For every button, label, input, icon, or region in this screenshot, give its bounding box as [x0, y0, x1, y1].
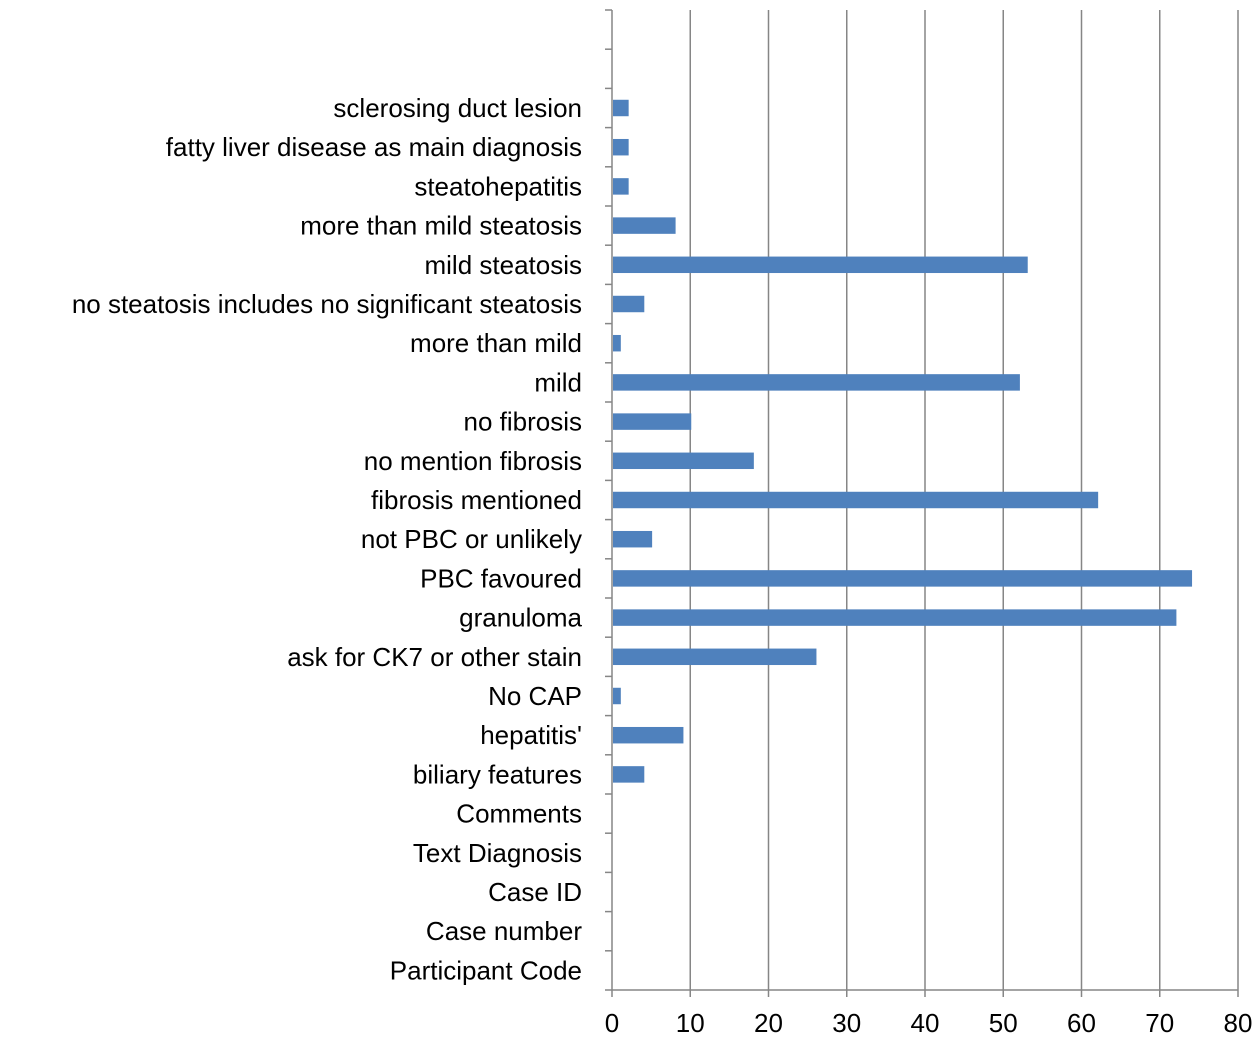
category-label: Case ID [488, 877, 582, 907]
category-label: more than mild steatosis [300, 211, 582, 241]
category-label: Case number [426, 916, 582, 946]
category-label: No CAP [488, 681, 582, 711]
category-label: mild [534, 367, 582, 397]
category-label: Comments [456, 799, 582, 829]
bar [613, 570, 1193, 587]
bar [613, 295, 645, 313]
category-label: Participant Code [390, 955, 582, 985]
labels: 0 10 20 30 40 50 60 70 80 Participant Code Case nu… [72, 93, 1253, 1038]
category-label: not PBC or unlikely [361, 524, 582, 554]
category-label: granuloma [459, 603, 582, 633]
bar [613, 217, 676, 234]
bar [613, 609, 1177, 626]
category-label: fibrosis mentioned [371, 485, 582, 515]
bar [613, 766, 645, 783]
bar [613, 99, 629, 117]
bar [613, 256, 1028, 274]
bar [613, 138, 629, 156]
category-label: Text Diagnosis [413, 838, 582, 868]
category-label: no steatosis includes no significant ste… [72, 289, 582, 319]
axes [605, 9, 1239, 997]
bar [613, 726, 684, 744]
x-tick-label: 30 [832, 1008, 861, 1038]
x-tick-label: 70 [1145, 1008, 1174, 1038]
category-label: steatohepatitis [414, 171, 582, 201]
category-label: no fibrosis [464, 407, 583, 437]
x-tick-label: 20 [754, 1008, 783, 1038]
bar [613, 374, 1020, 391]
bar [613, 530, 653, 548]
x-tick-label: 50 [989, 1008, 1018, 1038]
category-label: sclerosing duct lesion [333, 93, 582, 123]
category-label: biliary features [413, 759, 582, 789]
bar [613, 687, 621, 705]
category-label: ask for CK7 or other stain [287, 642, 582, 672]
x-tick-label: 80 [1224, 1008, 1253, 1038]
category-label: PBC favoured [420, 563, 582, 593]
category-label: no mention fibrosis [364, 446, 582, 476]
x-tick-label: 60 [1067, 1008, 1096, 1038]
bar [613, 413, 692, 430]
category-label: mild steatosis [425, 250, 583, 280]
x-tick-label: 10 [676, 1008, 705, 1038]
bar [613, 178, 629, 195]
bar [613, 334, 621, 352]
bars [613, 99, 1193, 783]
bar [613, 452, 754, 470]
bar [613, 648, 817, 666]
category-label: fatty liver disease as main diagnosis [166, 132, 582, 162]
category-label: hepatitis' [480, 720, 582, 750]
bar [613, 491, 1099, 509]
x-tick-label: 40 [911, 1008, 940, 1038]
x-tick-label: 0 [605, 1008, 619, 1038]
category-label: more than mild [410, 328, 582, 358]
